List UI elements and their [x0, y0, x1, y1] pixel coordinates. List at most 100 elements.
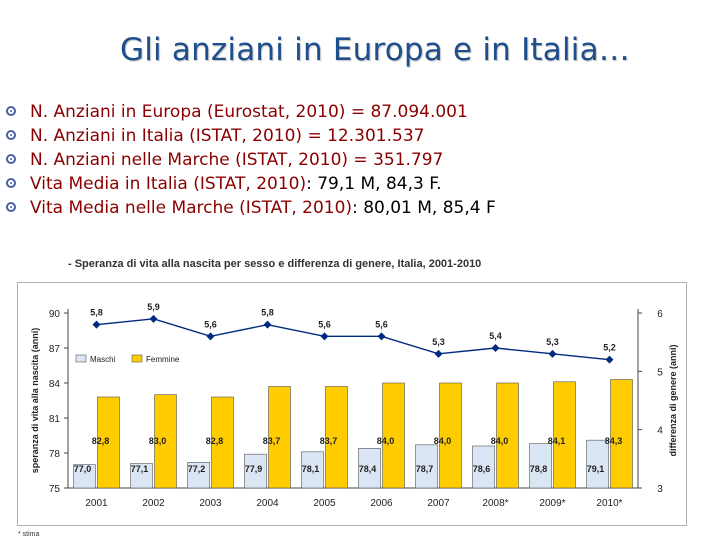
- line-label-differenza: 5,2: [603, 343, 616, 353]
- line-differenza: [96, 318, 610, 361]
- bar-femmine: [154, 394, 177, 489]
- x-tick-label: 2006: [370, 498, 393, 509]
- y2-tick-label: 3: [657, 484, 663, 495]
- line-label-differenza: 5,3: [432, 337, 445, 347]
- line-point-differenza: [605, 355, 614, 364]
- bullet-icon: [6, 178, 16, 188]
- y-tick-label: 78: [49, 449, 61, 460]
- bar-label-maschi: 78,6: [473, 464, 491, 474]
- bar-label-femmine: 83,7: [263, 436, 281, 446]
- line-label-differenza: 5,6: [204, 319, 217, 329]
- bar-label-femmine: 84,3: [605, 436, 623, 446]
- bar-maschi: [529, 443, 552, 489]
- legend-swatch-femmine: [131, 354, 143, 363]
- bar-label-femmine: 84,0: [377, 436, 395, 446]
- y-tick-label: 84: [49, 379, 61, 390]
- y-axis-title: speranza di vita alla nascita (anni): [30, 328, 40, 474]
- bar-label-femmine: 82,8: [92, 436, 110, 446]
- x-tick-label: 2002: [142, 498, 165, 509]
- bullet-text: N. Anziani in Italia (ISTAT, 2010) = 12.…: [30, 126, 425, 146]
- line-point-differenza: [149, 314, 158, 323]
- bullet-icon: [6, 154, 16, 164]
- line-point-differenza: [263, 320, 272, 329]
- y2-tick-label: 5: [657, 367, 663, 378]
- bar-label-maschi: 79,1: [587, 464, 605, 474]
- bullet-icon: [6, 130, 16, 140]
- bar-label-maschi: 78,7: [416, 464, 434, 474]
- bar-label-maschi: 77,2: [188, 464, 206, 474]
- bar-label-femmine: 84,1: [548, 436, 566, 446]
- line-point-differenza: [434, 349, 443, 358]
- bullet-tail: : 79,1 M, 84,3 F.: [306, 174, 442, 194]
- line-label-differenza: 5,9: [147, 302, 160, 312]
- slide-title: Gli anziani in Europa e in Italia…: [119, 32, 630, 68]
- x-tick-label: 2009*: [539, 498, 565, 509]
- bullet-icon: [6, 106, 16, 116]
- bar-maschi: [187, 462, 210, 489]
- bullet-item: Vita Media nelle Marche (ISTAT, 2010) : …: [6, 196, 496, 220]
- bullet-list: N. Anziani in Europa (Eurostat, 2010) = …: [6, 100, 496, 220]
- bar-maschi: [130, 463, 153, 489]
- x-tick-label: 2007: [427, 498, 450, 509]
- x-tick-label: 2004: [256, 498, 279, 509]
- line-label-differenza: 5,6: [318, 319, 331, 329]
- bar-label-maschi: 78,8: [530, 464, 548, 474]
- bullet-tail: : 80,01 M, 85,4 F: [352, 198, 496, 218]
- y2-tick-label: 6: [657, 309, 663, 320]
- line-label-differenza: 5,4: [489, 331, 502, 341]
- bar-maschi: [301, 451, 324, 489]
- bar-maschi: [73, 464, 96, 489]
- legend-label-maschi: Maschi: [90, 355, 116, 364]
- bar-maschi: [358, 448, 381, 489]
- bar-femmine: [496, 382, 519, 489]
- chart-caption: - Speranza di vita alla nascita per sess…: [68, 258, 482, 270]
- line-point-differenza: [377, 332, 386, 341]
- bar-label-femmine: 84,0: [491, 436, 509, 446]
- line-label-differenza: 5,8: [261, 308, 274, 318]
- y2-tick-label: 4: [657, 426, 663, 437]
- bar-label-maschi: 77,9: [245, 464, 263, 474]
- bar-femmine: [382, 382, 405, 489]
- line-point-differenza: [320, 332, 329, 341]
- y-tick-label: 75: [49, 484, 61, 495]
- x-tick-label: 2003: [199, 498, 222, 509]
- bullet-text: N. Anziani nelle Marche (ISTAT, 2010) = …: [30, 150, 444, 170]
- x-tick-label: 2010*: [596, 498, 622, 509]
- bullet-item: N. Anziani in Italia (ISTAT, 2010) = 12.…: [6, 124, 496, 148]
- bar-femmine: [553, 381, 576, 489]
- bar-maschi: [244, 453, 267, 489]
- bar-femmine: [325, 386, 348, 489]
- bullet-text: N. Anziani in Europa (Eurostat, 2010) = …: [30, 102, 468, 122]
- y-tick-label: 87: [49, 344, 61, 355]
- bar-femmine: [97, 396, 120, 489]
- bullet-item: N. Anziani in Europa (Eurostat, 2010) = …: [6, 100, 496, 124]
- bar-label-femmine: 83,7: [320, 436, 338, 446]
- chart-footnote: * stima: [18, 531, 40, 538]
- bar-label-femmine: 82,8: [206, 436, 224, 446]
- y2-axis-title: differenza di genere (anni): [668, 344, 678, 456]
- y-tick-label: 90: [49, 309, 61, 320]
- line-label-differenza: 5,6: [375, 319, 388, 329]
- bar-femmine: [268, 386, 291, 489]
- line-point-differenza: [491, 344, 500, 352]
- bar-femmine: [211, 396, 234, 489]
- line-label-differenza: 5,3: [546, 337, 559, 347]
- bar-maschi: [586, 439, 609, 489]
- bar-label-maschi: 78,4: [359, 464, 377, 474]
- bar-label-maschi: 77,0: [74, 464, 92, 474]
- bar-femmine: [610, 379, 633, 489]
- bullet-text: Vita Media nelle Marche (ISTAT, 2010): [30, 198, 353, 218]
- bar-label-maschi: 78,1: [302, 464, 320, 474]
- legend-swatch-maschi: [75, 354, 87, 363]
- bar-femmine: [439, 382, 462, 489]
- x-tick-label: 2008*: [482, 498, 508, 509]
- bullet-text: Vita Media in Italia (ISTAT, 2010): [30, 174, 307, 194]
- bullet-item: N. Anziani nelle Marche (ISTAT, 2010) = …: [6, 148, 496, 172]
- bar-maschi: [415, 444, 438, 489]
- bullet-icon: [6, 202, 16, 212]
- line-point-differenza: [206, 332, 215, 341]
- bar-label-femmine: 83,0: [149, 436, 167, 446]
- line-point-differenza: [92, 320, 101, 329]
- x-tick-label: 2001: [85, 498, 108, 509]
- legend-label-femmine: Femmine: [146, 355, 180, 364]
